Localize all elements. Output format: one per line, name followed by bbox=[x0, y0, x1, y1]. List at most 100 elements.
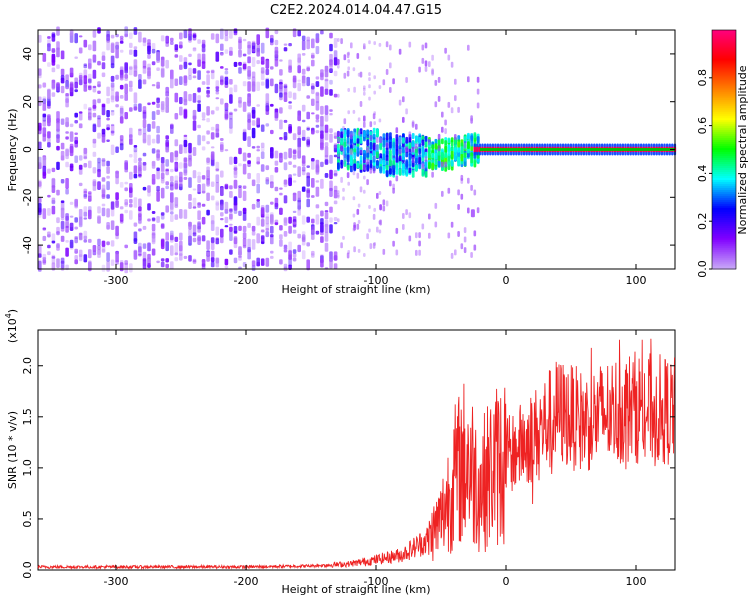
spectrogram-cell bbox=[151, 232, 156, 243]
spectrogram-cell bbox=[147, 218, 151, 222]
spectrogram-cell bbox=[220, 144, 224, 153]
spectrogram-cell bbox=[197, 222, 201, 230]
spectrogram-cell bbox=[476, 146, 479, 153]
spectrogram-cell bbox=[74, 33, 78, 44]
colorbar-band bbox=[712, 153, 736, 157]
spectrogram-cell bbox=[342, 235, 345, 240]
spectrogram-cell bbox=[297, 79, 301, 82]
spectrogram-cell bbox=[65, 213, 69, 221]
spectrogram-cell bbox=[151, 121, 156, 129]
spectrogram-cell bbox=[306, 127, 310, 131]
spectrogram-cell bbox=[329, 89, 333, 96]
spectrogram-cell bbox=[418, 156, 422, 165]
spectrogram-cell bbox=[119, 262, 124, 272]
spectrogram-cell bbox=[292, 249, 297, 254]
spectrogram-cell bbox=[97, 245, 101, 251]
spectrogram-cell bbox=[78, 35, 83, 38]
spectrogram-cell bbox=[292, 180, 297, 183]
spectrogram-cell bbox=[337, 190, 340, 195]
spectrogram-cell bbox=[333, 263, 338, 270]
spectrogram-cell bbox=[378, 220, 382, 225]
spectrogram-cell bbox=[38, 162, 42, 170]
spectrogram-cell bbox=[311, 85, 315, 90]
spectrogram-cell bbox=[306, 216, 310, 223]
spectrogram-cell bbox=[174, 139, 179, 147]
spectrogram-cell bbox=[69, 222, 74, 231]
spectrogram-cell bbox=[210, 220, 215, 231]
spectrogram-cell bbox=[242, 232, 247, 239]
spectrogram-cell bbox=[450, 159, 454, 167]
spectrogram-cell bbox=[320, 161, 324, 168]
spectrogram-cell bbox=[315, 46, 320, 55]
spectrogram-cell bbox=[197, 236, 201, 242]
spectrogram-cell bbox=[260, 229, 265, 233]
spectrogram-cell bbox=[156, 97, 160, 104]
spectrogram-cell bbox=[197, 171, 201, 176]
spectrogram-cell bbox=[337, 193, 340, 198]
spectrogram-cell bbox=[320, 105, 324, 115]
spectrogram-cell bbox=[74, 155, 78, 163]
spectrogram-cell bbox=[192, 170, 197, 179]
spectrogram-cell bbox=[179, 97, 183, 105]
spectrogram-cell bbox=[283, 85, 288, 89]
spectrogram-cell bbox=[238, 62, 242, 66]
spectrogram-cell bbox=[288, 64, 292, 68]
spectrogram-cell bbox=[83, 217, 88, 220]
spectrogram-cell bbox=[292, 192, 297, 202]
spectrogram-cell bbox=[389, 87, 392, 93]
spectrogram-cell bbox=[379, 142, 383, 151]
spectrogram-cell bbox=[256, 216, 260, 226]
spectrogram-cell bbox=[306, 189, 310, 198]
spectrogram-cell bbox=[398, 48, 402, 55]
spectrogram-cell bbox=[454, 95, 457, 102]
spectrogram-cell bbox=[42, 253, 47, 261]
spectrogram-cell bbox=[210, 261, 215, 268]
spectrogram-ytick-label: -40 bbox=[21, 236, 34, 254]
spectrogram-cell bbox=[373, 41, 376, 46]
spectrogram-cell bbox=[229, 87, 233, 95]
spectrogram-cell bbox=[142, 133, 147, 144]
spectrogram-cell bbox=[408, 235, 412, 242]
spectrogram-cell bbox=[379, 166, 383, 174]
spectrogram-cell bbox=[373, 155, 376, 160]
spectrogram-cell bbox=[51, 197, 56, 204]
spectrogram-cell bbox=[233, 237, 238, 249]
colorbar-band bbox=[712, 213, 736, 216]
colorbar-band bbox=[712, 231, 736, 234]
spectrogram-cell bbox=[301, 119, 306, 123]
colorbar-band bbox=[712, 63, 736, 67]
spectrogram-cell bbox=[170, 184, 174, 187]
spectrogram-cell bbox=[392, 240, 395, 247]
spectrogram-cell bbox=[457, 147, 461, 153]
spectrogram-cell bbox=[101, 177, 106, 182]
spectrogram-cell bbox=[206, 70, 210, 74]
spectrogram-cell bbox=[47, 208, 51, 216]
spectrogram-cell bbox=[270, 225, 274, 234]
spectrogram-cell bbox=[421, 163, 425, 170]
spectrogram-cell bbox=[324, 88, 329, 95]
spectrogram-cell bbox=[359, 164, 363, 170]
spectrogram-cell bbox=[83, 254, 88, 263]
spectrogram-cell bbox=[473, 132, 477, 139]
spectrogram-cell bbox=[292, 75, 297, 83]
spectrogram-cell bbox=[363, 164, 366, 171]
spectrogram-cell bbox=[220, 28, 224, 40]
spectrogram-cell bbox=[301, 166, 306, 172]
spectrogram-cell bbox=[340, 176, 343, 183]
spectrogram-cell bbox=[315, 92, 320, 103]
spectrogram-cell bbox=[60, 85, 65, 94]
colorbar-band bbox=[712, 191, 736, 194]
spectrogram-cell bbox=[174, 175, 179, 182]
spectrogram-cell bbox=[83, 84, 88, 92]
colorbar-band bbox=[712, 193, 736, 196]
spectrogram-cell bbox=[450, 61, 454, 68]
spectrogram-cell bbox=[192, 68, 197, 74]
spectrogram-cell bbox=[38, 214, 42, 218]
spectrogram-cell bbox=[42, 127, 47, 137]
spectrogram-cell bbox=[179, 209, 183, 219]
spectrogram-cell bbox=[297, 233, 301, 239]
spectrogram-cell bbox=[402, 147, 405, 154]
spectrogram-cell bbox=[352, 109, 356, 114]
spectrogram-cell bbox=[60, 220, 65, 230]
